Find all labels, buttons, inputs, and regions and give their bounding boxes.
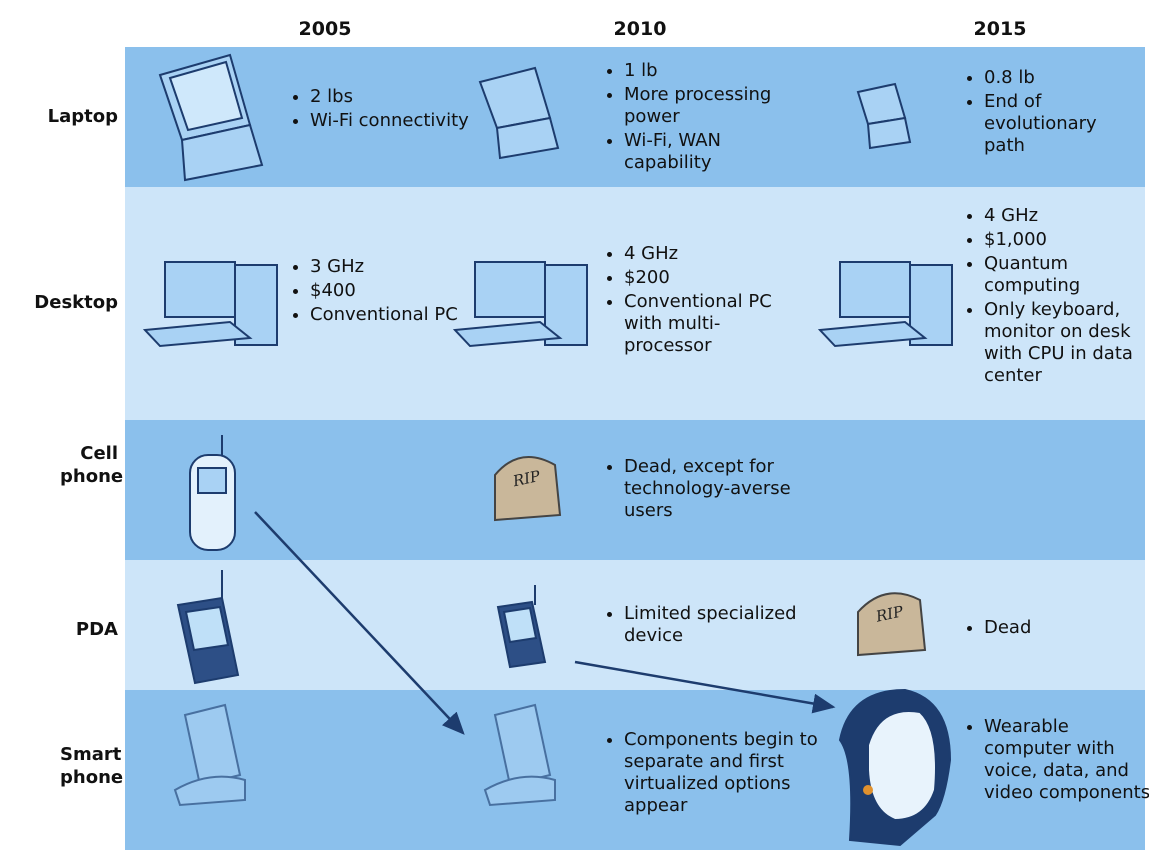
bullet-item: 4 GHz [984, 205, 1149, 227]
bullet-list: 2 lbsWi-Fi connectivity [293, 86, 470, 134]
bullet-item: Wi-Fi connectivity [310, 110, 470, 132]
bullet-list: 4 GHz$1,000Quantum computingOnly keyboar… [967, 205, 1149, 389]
bullet-item: $200 [624, 267, 794, 289]
row-band [125, 47, 1145, 187]
row-label: Cell phone [60, 443, 124, 487]
bullet-list: Components begin to separate and first v… [607, 729, 844, 819]
column-year: 2005 [298, 18, 352, 40]
bullet-item: Components begin to separate and first v… [624, 729, 844, 817]
bullet-item: 0.8 lb [984, 67, 1134, 89]
bullet-item: Conventional PC with multi-processor [624, 291, 794, 357]
bullet-item: End of evolutionary path [984, 91, 1134, 157]
bullet-item: 1 lb [624, 60, 814, 82]
bullet-item: Wi-Fi, WAN capability [624, 130, 814, 174]
bullet-item: 4 GHz [624, 243, 794, 265]
row-label: PDA [75, 619, 118, 640]
row-label: Laptop [47, 106, 118, 127]
row-label: Desktop [34, 292, 118, 313]
desktop-icon [817, 261, 953, 348]
row-label: Smart phone [60, 744, 124, 788]
desktop-icon [142, 261, 278, 348]
bullet-list: 0.8 lbEnd of evolutionary path [967, 67, 1134, 159]
row-band [125, 690, 1145, 850]
pda-icon [496, 585, 547, 669]
bullet-item: Only keyboard, monitor on desk with CPU … [984, 299, 1149, 387]
desktop-icon [452, 261, 588, 348]
bullet-list: Dead, except for technology-averse users [607, 456, 824, 524]
arrow [574, 660, 836, 714]
bullet-item: Quantum computing [984, 253, 1149, 297]
bullet-list: Wearable computer with voice, data, and … [967, 716, 1149, 806]
smart-phone-icon [483, 703, 556, 807]
arrow [254, 511, 465, 735]
bullet-item: $1,000 [984, 229, 1149, 251]
bullet-item: 2 lbs [310, 86, 470, 108]
bullet-list: 4 GHz$200Conventional PC with multi-proc… [607, 243, 794, 359]
bullet-item: Wearable computer with voice, data, and … [984, 716, 1149, 804]
bullet-item: $400 [310, 280, 470, 302]
row-band [125, 187, 1145, 420]
tombstone-text: RIP [510, 467, 542, 491]
bullet-list: Limited specialized device [607, 603, 839, 649]
bullet-list: 3 GHz$400Conventional PC [293, 256, 470, 328]
bullet-item: Dead [984, 617, 1084, 639]
smart-phone-icon [173, 703, 246, 807]
bullet-item: More processing power [624, 84, 814, 128]
row-band [125, 560, 1145, 690]
bullet-item: 3 GHz [310, 256, 470, 278]
bullet-item: Limited specialized device [624, 603, 839, 647]
person-icon [838, 688, 952, 847]
column-year: 2010 [613, 18, 667, 40]
pda-icon [176, 570, 240, 685]
cell-phone-icon [189, 435, 236, 551]
bullet-list: 1 lbMore processing powerWi-Fi, WAN capa… [607, 60, 814, 176]
row-band [125, 420, 1145, 560]
tombstone-text: RIP [873, 602, 905, 626]
bullet-item: Dead, except for technology-averse users [624, 456, 824, 522]
tombstone-icon [857, 592, 927, 657]
column-year: 2015 [973, 18, 1027, 40]
bullet-item: Conventional PC [310, 304, 470, 326]
icons [142, 53, 953, 847]
tombstone-icon [494, 456, 562, 522]
bullet-list: Dead [967, 617, 1084, 641]
